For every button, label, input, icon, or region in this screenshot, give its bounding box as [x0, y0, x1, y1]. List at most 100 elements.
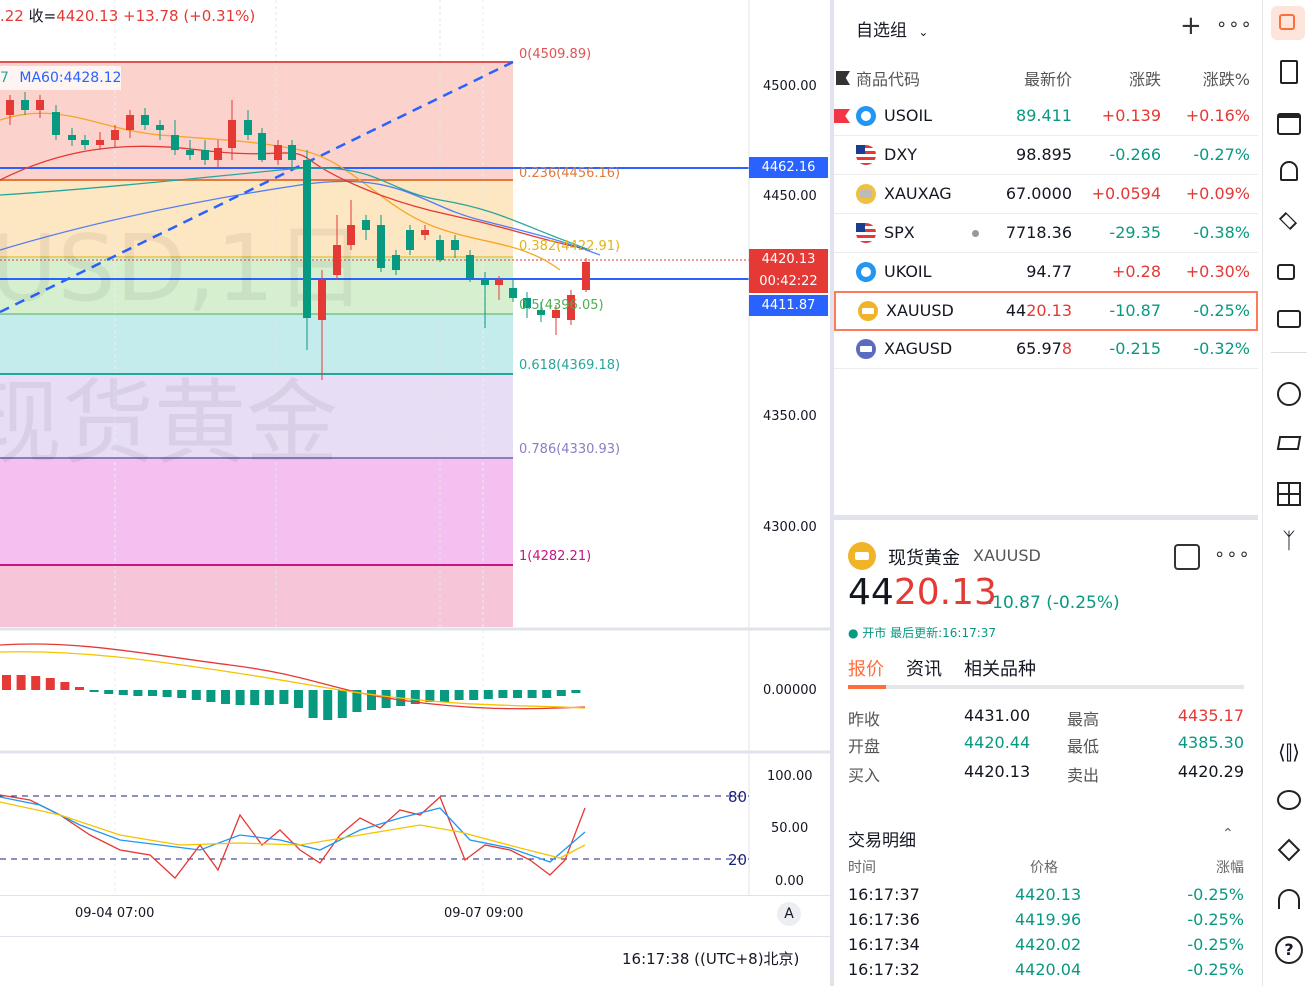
video-icon[interactable] [1275, 258, 1303, 286]
watermark-symbol: USD,1日 [0, 215, 366, 322]
stoch-axis-label: 100.00 [767, 769, 813, 784]
help-icon[interactable]: ? [1275, 936, 1303, 964]
add-symbol-icon[interactable]: + [1180, 11, 1202, 41]
last-price: 4420.13 [1005, 301, 1072, 320]
oil-icon [856, 106, 876, 126]
table-icon[interactable] [1275, 480, 1303, 508]
notes-icon[interactable] [1275, 58, 1303, 86]
last-price: 94.77 [1026, 262, 1072, 281]
change-pct: +0.09% [1185, 184, 1250, 203]
trade-pct: -0.25% [1187, 885, 1244, 904]
change: +0.0594 [1091, 184, 1161, 203]
ma60-label: MA60:4428.12 [19, 70, 122, 86]
tab-news[interactable]: 资讯 [906, 659, 942, 680]
macd-axis-label: 0.00000 [763, 683, 817, 698]
candle-body [21, 100, 29, 110]
edit-icon[interactable] [1174, 544, 1200, 570]
macd-bar [469, 690, 479, 700]
candle-body [171, 135, 179, 150]
more-icon[interactable]: ∘∘∘ [1214, 544, 1251, 565]
macd-bar [2, 675, 11, 690]
price-chart[interactable]: USD,1日 现货黄金 4500.00 4450.00 4350.00 4300… [0, 0, 830, 986]
flag-icon[interactable] [834, 109, 850, 123]
flag-icon[interactable] [836, 71, 850, 85]
toolbar-divider [1271, 352, 1307, 353]
signals-icon[interactable]: ᛉ [1282, 529, 1296, 554]
time-axis[interactable]: 09-04 07:00 09-07 09:00 A [0, 895, 830, 932]
macd-bar [454, 690, 464, 700]
pane-divider[interactable] [830, 0, 834, 986]
panel-divider[interactable] [834, 515, 1258, 520]
market-closed-dot [972, 230, 979, 237]
tab-track [848, 685, 1244, 689]
macd-bar [381, 690, 391, 708]
watchlist-row-usoil[interactable]: USOIL 89.411 +0.139 +0.16% [834, 97, 1258, 136]
macd-bar [60, 682, 70, 690]
more-icon[interactable]: ∘∘∘ [1216, 14, 1253, 35]
macd-bar [177, 690, 187, 698]
candle-body [347, 225, 355, 245]
current-price: 4420.13 [761, 252, 816, 267]
academy-icon[interactable] [1275, 430, 1303, 458]
diamond-icon[interactable] [1275, 836, 1303, 864]
watchlist-row-xagusd[interactable]: XAGUSD 65.978 -0.215 -0.32% [834, 330, 1258, 369]
alert-bell-icon[interactable] [1275, 158, 1303, 186]
symbol-code: XAUUSD [973, 546, 1041, 565]
watchlist-row-ukoil[interactable]: UKOIL 94.77 +0.28 +0.30% [834, 253, 1258, 292]
quote-label: 昨收 [848, 710, 881, 729]
macd-bar [45, 678, 55, 690]
clock[interactable]: 16:17:38 ((UTC+8)北京) [622, 948, 799, 969]
silver-icon [856, 339, 876, 359]
calendar-icon[interactable] [1275, 110, 1303, 138]
tab-quote[interactable]: 报价 [848, 659, 884, 680]
watchlist-row-xauxag[interactable]: XAUXAG 67.0000 +0.0594 +0.09% [834, 175, 1258, 214]
candle-body [333, 245, 341, 275]
macd-bar [542, 690, 552, 698]
stoch-level-80: 80 [728, 788, 747, 806]
layers-icon[interactable] [1275, 208, 1303, 236]
chat-icon[interactable] [1275, 306, 1303, 334]
watchlist-header: 商品代码 最新价 涨跌 涨跌% [834, 64, 1258, 90]
quote-value: 4435.17 [1177, 706, 1244, 725]
watchlist-row-dxy[interactable]: DXY 98.895 -0.266 -0.27% [834, 136, 1258, 175]
quote-value: 4420.29 [1177, 762, 1244, 781]
col-change-pct[interactable]: 涨跌% [1202, 70, 1250, 89]
macd-bar [556, 690, 566, 696]
candle-body [567, 295, 575, 320]
trade-pct: -0.25% [1187, 910, 1244, 929]
watchlist-row-xauusd-selected[interactable]: XAUUSD 4420.13 -10.87 -0.25% [834, 291, 1258, 331]
symbol-name: 现货黄金 [888, 548, 960, 569]
col-change[interactable]: 涨跌 [1128, 70, 1161, 89]
us-flag-icon [856, 145, 876, 165]
candle-body [258, 133, 266, 160]
trade-price: 4420.02 [1015, 935, 1082, 954]
col-last[interactable]: 最新价 [1023, 70, 1072, 89]
candle-body [509, 288, 517, 298]
tab-related[interactable]: 相关品种 [964, 659, 1036, 680]
macd-bar [498, 690, 508, 698]
change-pct: +0.16% [1185, 106, 1250, 125]
macd-bar [323, 690, 333, 720]
candle-body [288, 145, 296, 160]
support-headset-icon[interactable] [1275, 886, 1303, 914]
watchlist-group-selector[interactable]: 自选组 ⌄ [856, 16, 928, 41]
auto-scale-button[interactable]: A [777, 902, 801, 926]
data-window-icon[interactable]: ⟨⫿⟩ [1277, 740, 1300, 764]
watchlist-tool-icon[interactable] [1271, 6, 1305, 40]
chart-canvas[interactable]: USD,1日 现货黄金 4500.00 4450.00 4350.00 4300… [0, 0, 830, 986]
symbol: UKOIL [884, 262, 932, 281]
community-icon[interactable] [1275, 786, 1303, 814]
target-icon[interactable] [1275, 380, 1303, 408]
chevron-down-icon: ⌄ [918, 25, 929, 39]
change: -0.266 [1109, 145, 1161, 164]
price-tag-lower: 4411.87 [749, 295, 828, 316]
candle-body [96, 140, 104, 145]
macd-bar [337, 690, 347, 718]
stoch-axis-label: 0.00 [775, 874, 804, 889]
col-code[interactable]: 商品代码 [856, 70, 921, 89]
watchlist-row-spx[interactable]: SPX 7718.36 -29.35 -0.38% [834, 214, 1258, 253]
fib-label: 0.236(4456.16) [519, 166, 620, 181]
candle-body [318, 280, 326, 320]
change-pct: -0.38% [1193, 223, 1250, 242]
chevron-up-icon[interactable]: ⌃ [1222, 826, 1234, 842]
